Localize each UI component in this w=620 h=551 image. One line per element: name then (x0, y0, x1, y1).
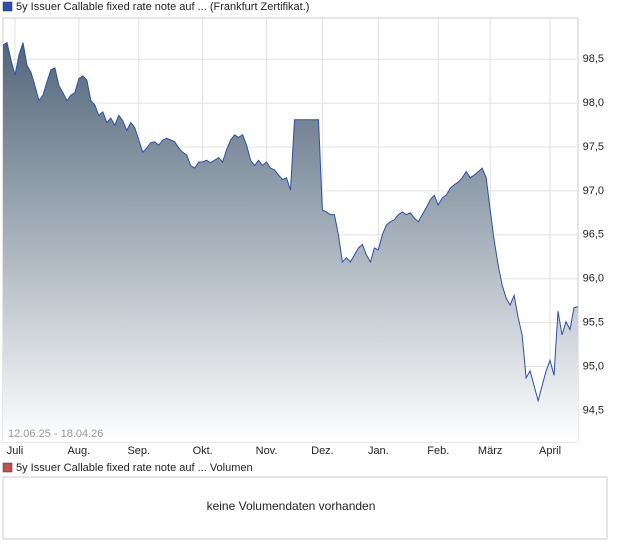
y-tick-label: 96,5 (583, 229, 604, 241)
legend-label: 5y Issuer Callable fixed rate note auf .… (16, 1, 309, 13)
y-tick-label: 94,5 (583, 404, 604, 416)
y-tick-label: 98,0 (583, 97, 604, 109)
x-tick-label: Sep. (127, 445, 150, 457)
y-tick-label: 97,5 (583, 141, 604, 153)
y-tick-label: 96,0 (583, 273, 604, 285)
y-tick-label: 98,5 (583, 53, 604, 65)
price-line (2, 41, 579, 403)
y-tick-label: 95,5 (583, 317, 604, 329)
volume-legend-label: 5y Issuer Callable fixed rate note auf .… (16, 462, 253, 474)
y-tick-label: 97,0 (583, 185, 604, 197)
volume-message: keine Volumendaten vorhanden (207, 499, 376, 513)
x-tick-label: Dez. (311, 445, 334, 457)
x-tick-label: Okt. (193, 445, 213, 457)
volume-panel (2, 476, 608, 540)
labels: 94,5 95,0 95,5 96,0 96,5 97,0 97,5 98,0 98,5 Juli… (7, 53, 604, 457)
x-tick-label: Jan. (368, 445, 389, 457)
area-fill (3, 42, 578, 442)
x-tick-label: April (539, 445, 561, 457)
x-tick-label: Aug. (68, 445, 91, 457)
x-tick-label: Juli (7, 445, 24, 457)
x-tick-label: Feb. (427, 445, 449, 457)
volume-legend-swatch (2, 462, 13, 473)
x-tick-label: Nov. (256, 445, 278, 457)
legend-swatch (2, 1, 13, 12)
date-range: 12.06.25 - 18.04.26 (8, 428, 103, 440)
x-tick-label: März (478, 445, 502, 457)
marks (2, 41, 579, 442)
y-tick-label: 95,0 (583, 360, 604, 372)
